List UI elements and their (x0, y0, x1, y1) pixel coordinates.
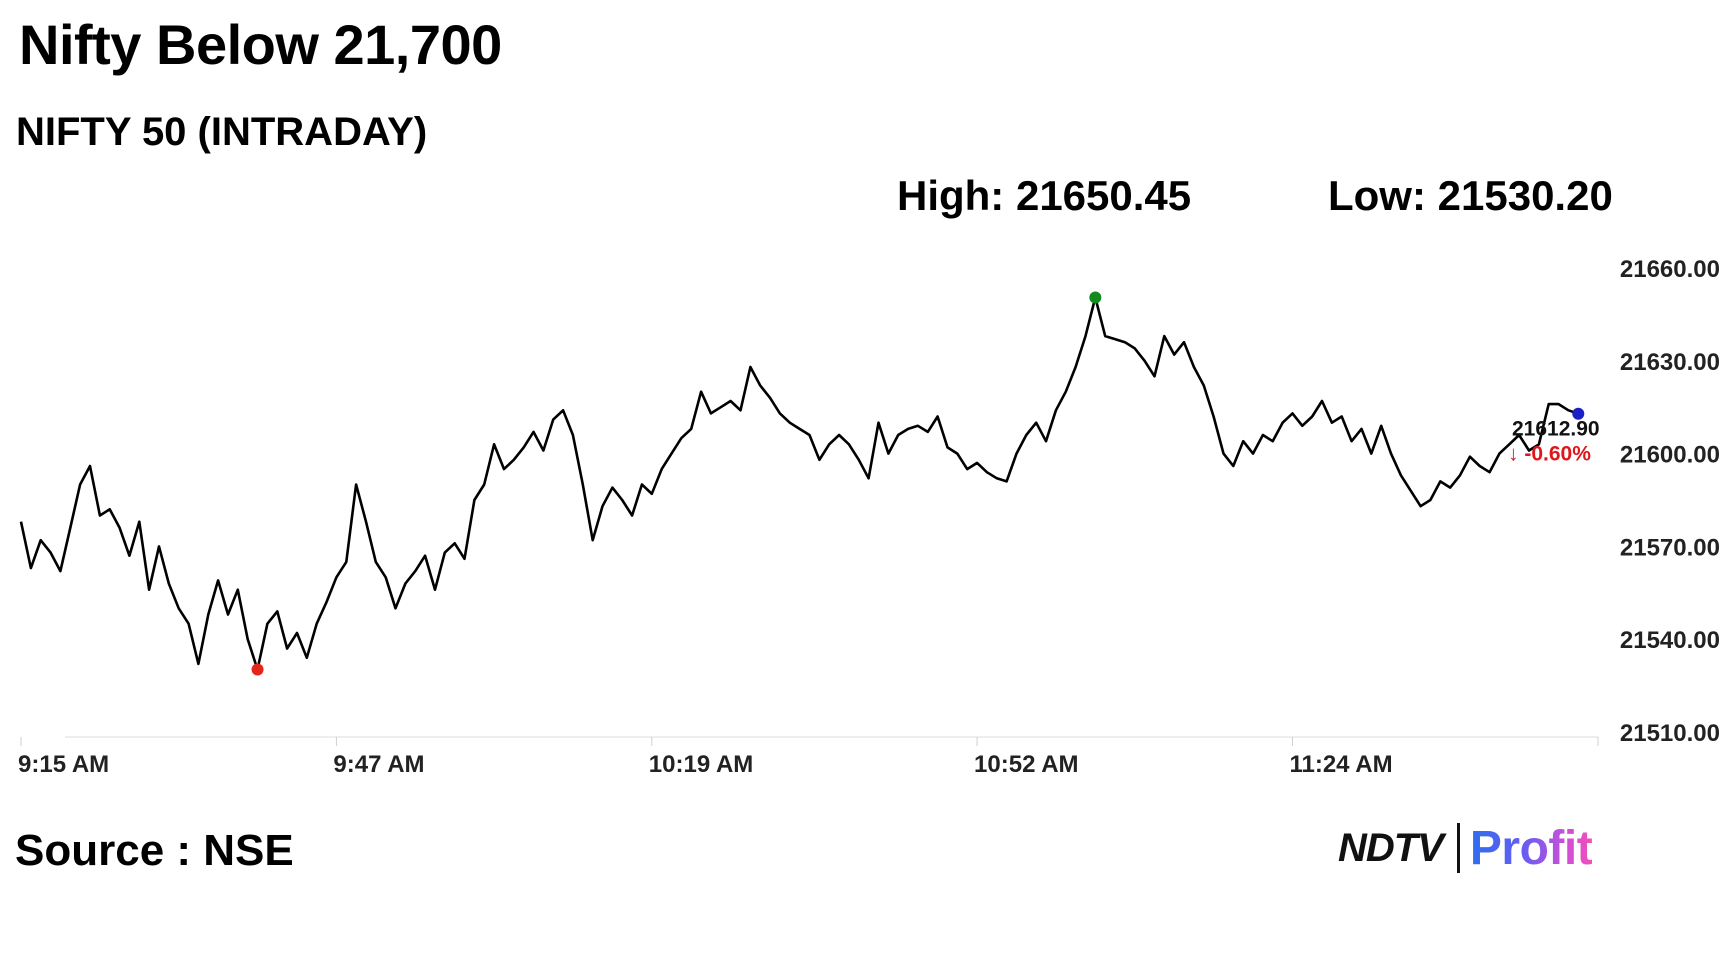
brand-profit: Profit (1469, 821, 1593, 875)
y-tick-label: 21630.00 (1620, 349, 1720, 376)
chart-subtitle: NIFTY 50 (INTRADAY) (16, 110, 428, 154)
x-tick-label: 11:24 AM (1289, 751, 1392, 778)
low-value: Low: 21530.20 (1328, 172, 1613, 219)
y-tick-label: 21570.00 (1620, 534, 1720, 561)
y-tick-label: 21540.00 (1620, 627, 1720, 654)
high-value: High: 21650.45 (897, 172, 1192, 219)
x-tick-label: 9:15 AM (18, 751, 109, 778)
x-tick-label: 9:47 AM (333, 751, 424, 778)
low-point-marker (251, 663, 264, 676)
source-label: Source : NSE (15, 826, 294, 875)
series-line (19, 296, 1579, 671)
brand-ndtv: NDTV (1338, 825, 1444, 870)
change-percent-label: ↓ -0.60% (1508, 443, 1591, 466)
last-point-marker (1572, 407, 1585, 420)
y-tick-label: 21600.00 (1620, 442, 1720, 469)
last-value-label: 21612.90 (1512, 418, 1600, 441)
plot-layer: 9:15 AM 9:47 AM 10:19 AM 10:52 AM 11:24 AM 21… (18, 256, 1720, 778)
headline: Nifty Below 21,700 (19, 13, 502, 76)
brand-divider (1456, 823, 1460, 873)
brand-logo: NDTV Profit (1338, 818, 1593, 878)
x-tick-label: 10:52 AM (974, 751, 1078, 778)
y-tick-label: 21660.00 (1620, 256, 1720, 283)
high-point-marker (1089, 291, 1102, 304)
x-tick-label: 10:19 AM (649, 751, 753, 778)
y-tick-label: 21510.00 (1620, 720, 1720, 747)
